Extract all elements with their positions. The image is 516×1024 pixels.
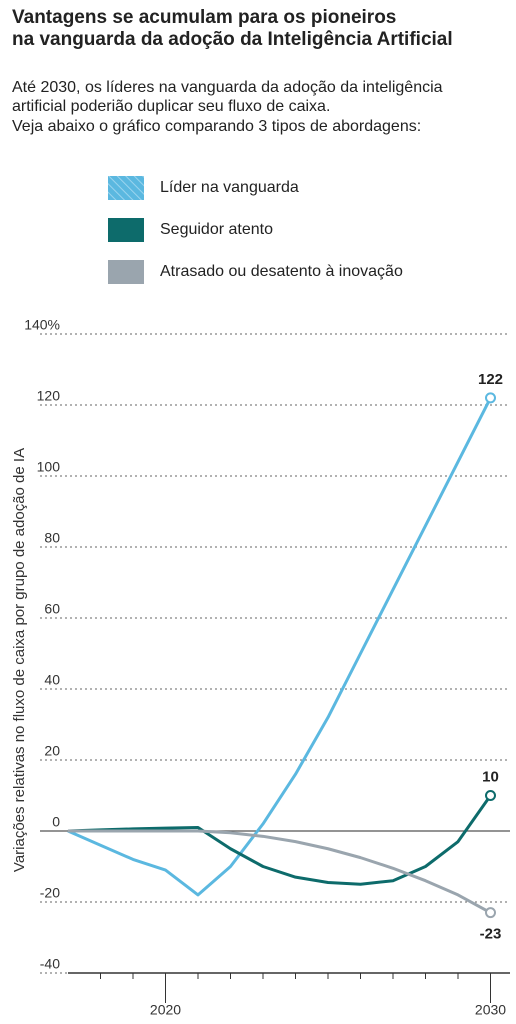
series-line [67, 794, 492, 886]
y-tick-label: -20 [40, 885, 60, 901]
x-tick-label: 2020 [150, 1002, 181, 1018]
series-line [68, 829, 492, 914]
end-point [485, 790, 496, 801]
end-point [485, 392, 496, 404]
y-tick-label: 0 [52, 814, 60, 830]
y-tick-label: 60 [44, 601, 60, 617]
y-tick-label: 40 [44, 672, 60, 688]
series-line [67, 397, 492, 897]
end-label: 122 [478, 371, 503, 388]
y-tick-label: 140% [24, 317, 60, 333]
x-tick-label: 2030 [475, 1002, 506, 1018]
legend-swatch [108, 260, 144, 284]
legend-swatch [108, 218, 144, 242]
end-label: -23 [480, 926, 502, 943]
legend-swatch [108, 176, 144, 200]
title: Vantagens se acumulam para os pioneiros [12, 7, 396, 28]
y-tick-label: 80 [44, 530, 60, 546]
end-label: 10 [482, 768, 499, 785]
legend-label: Líder na vanguarda [160, 179, 299, 196]
subtitle: Até 2030, os líderes na vanguarda da ado… [12, 79, 443, 96]
subtitle: artificial poderião duplicar seu fluxo d… [12, 98, 330, 115]
y-tick-label: 120 [37, 388, 61, 404]
legend-label: Atrasado ou desatento à inovação [160, 263, 403, 280]
y-axis-label: Variações relativas no fluxo de caixa po… [11, 448, 28, 872]
y-tick-label: -40 [40, 956, 60, 972]
end-point [485, 907, 496, 919]
subtitle: Veja abaixo o gráfico comparando 3 tipos… [12, 118, 421, 135]
y-tick-label: 20 [44, 743, 60, 759]
title: na vanguarda da adoção da Inteligência A… [12, 29, 453, 50]
legend-label: Seguidor atento [160, 221, 273, 238]
y-tick-label: 100 [37, 459, 61, 475]
